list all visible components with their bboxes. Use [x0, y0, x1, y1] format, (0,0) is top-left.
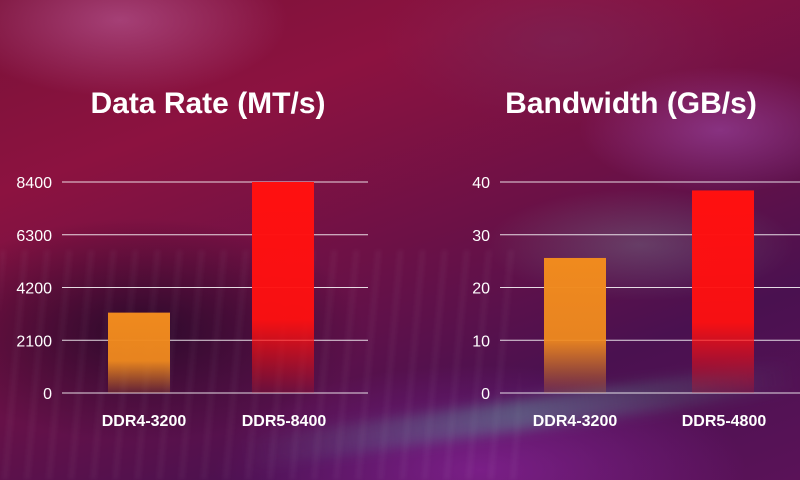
y-tick-label: 30 — [472, 228, 490, 245]
x-tick-label: DDR4-3200 — [102, 413, 187, 430]
bar-ddr5-4800 — [692, 190, 754, 393]
chart-bandwidth: Bandwidth (GB/s) 0 10 20 30 40 DDR4-3200 DDR… — [472, 87, 800, 430]
y-tick-label: 6300 — [16, 228, 52, 245]
bar-ddr4-3200 — [544, 257, 606, 393]
bar-ddr5-8400 — [252, 182, 314, 393]
x-tick-label: DDR4-3200 — [533, 413, 618, 430]
x-tick-label: DDR5-8400 — [242, 413, 327, 430]
y-tick-label: 8400 — [16, 175, 52, 192]
chart-title: Bandwidth (GB/s) — [505, 87, 757, 120]
y-tick-label: 40 — [472, 175, 490, 192]
y-tick-label: 20 — [472, 281, 490, 298]
chart-title: Data Rate (MT/s) — [90, 87, 325, 120]
y-tick-label: 4200 — [16, 281, 52, 298]
y-tick-label: 0 — [43, 386, 52, 403]
chart-data-rate: Data Rate (MT/s) 0 2100 4200 6300 8400 DDR4-… — [16, 87, 368, 430]
x-tick-label: DDR5-4800 — [682, 413, 767, 430]
y-tick-label: 0 — [481, 386, 490, 403]
bar-ddr4-3200 — [108, 312, 170, 393]
y-tick-label: 10 — [472, 333, 490, 350]
y-tick-label: 2100 — [16, 333, 52, 350]
